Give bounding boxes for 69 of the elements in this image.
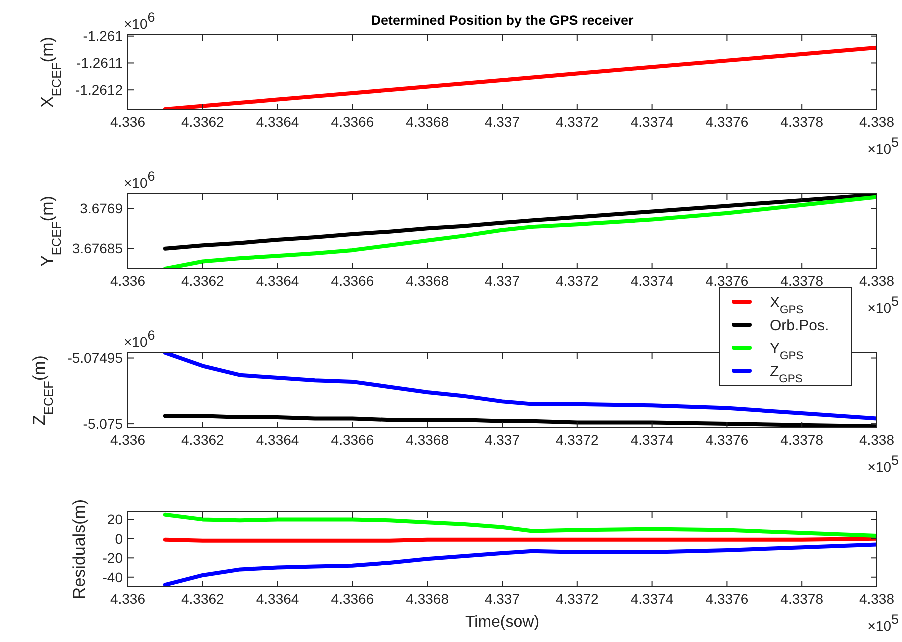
x-tick-label: 4.338	[859, 114, 895, 130]
legend-label: Orb.Pos.	[770, 317, 830, 334]
y-tick-label: 20	[107, 512, 124, 528]
y-axis-title: Residuals(m)	[70, 499, 89, 600]
y-tick-label: -40	[102, 569, 124, 586]
x-tick-label: 4.3378	[780, 591, 824, 607]
x-tick-label: 4.338	[859, 591, 895, 607]
x-tick-label: 4.337	[484, 273, 520, 289]
x-tick-label: 4.3366	[331, 273, 374, 289]
legend-label: X$_{GPS}$	[770, 294, 804, 316]
x-tick-label: 4.3368	[406, 591, 450, 607]
x-tick-label: 4.3374	[630, 591, 674, 607]
x-tick-label: 4.336	[110, 273, 146, 289]
x-tick-label: 4.336	[110, 591, 146, 607]
line-series	[163, 512, 877, 538]
x-tick-label: 4.3366	[331, 114, 374, 130]
x-tick-label: 4.3376	[706, 273, 749, 289]
legend-label: Y$_{GPS}$	[770, 340, 804, 362]
x-tick-label: 4.3368	[406, 273, 450, 289]
x-tick-label: 4.3362	[181, 591, 225, 607]
x-tick-label: 4.3372	[556, 114, 600, 130]
y-tick-label: -1.2612	[76, 82, 124, 98]
y-tick-label: 3.6769	[80, 200, 124, 216]
x-tick-label: 4.3364	[256, 591, 300, 607]
x-tick-label: 4.3372	[556, 432, 600, 448]
x-tick-label: 4.3376	[706, 591, 749, 607]
x-tick-label: 4.3364	[256, 114, 300, 130]
x-tick-label: 4.3378	[780, 273, 824, 289]
x-tick-label: 4.337	[484, 591, 520, 607]
x-tick-label: 4.3376	[706, 432, 749, 448]
y-tick-label: -5.07495	[68, 350, 124, 366]
x-tick-label: 4.3374	[630, 114, 674, 130]
line-series	[163, 46, 877, 110]
x-tick-label: 4.3376	[706, 114, 749, 130]
x-tick-label: 4.3378	[780, 432, 824, 448]
x-tick-label: 4.3374	[630, 273, 674, 289]
x-tick-label: 4.336	[110, 114, 146, 130]
y-tick-label: 3.67685	[72, 240, 124, 257]
x-tick-label: 4.3372	[556, 591, 600, 607]
x-tick-label: 4.3362	[181, 273, 225, 289]
line-series	[163, 353, 877, 421]
x-tick-label: 4.338	[859, 432, 895, 448]
x-tick-label: 4.3364	[256, 432, 300, 448]
line-series	[163, 542, 877, 587]
legend-label: Z$_{GPS}$	[770, 363, 803, 386]
y-tick-label: -20	[102, 550, 124, 566]
x-tick-label: 4.3374	[630, 432, 674, 448]
x-tick-label: 4.3362	[181, 114, 225, 130]
x-tick-label: 4.338	[859, 273, 895, 289]
x-tick-label: 4.336	[110, 432, 146, 448]
x-tick-label: 4.3366	[331, 591, 374, 607]
x-tick-label: 4.3366	[331, 432, 374, 448]
line-series	[163, 414, 877, 428]
y-tick-label: 0	[115, 530, 124, 547]
x-tick-label: 4.3362	[181, 432, 225, 448]
x-tick-label: 4.337	[484, 432, 520, 448]
x-axis-title: Time(sow)	[465, 614, 540, 631]
line-series	[163, 194, 877, 251]
line-series	[163, 195, 877, 269]
x-tick-label: 4.3364	[256, 273, 300, 289]
x-tick-label: 4.3368	[406, 432, 450, 448]
chart-title: Determined Position by the GPS receiver	[371, 13, 635, 28]
x-tick-label: 4.337	[484, 114, 520, 130]
y-tick-label: -5.075	[83, 416, 124, 432]
x-tick-label: 4.3378	[780, 114, 824, 130]
x-tick-label: 4.3368	[406, 114, 450, 130]
x-tick-label: 4.3372	[556, 273, 600, 289]
y-tick-label: -1.261	[83, 28, 124, 44]
y-tick-label: -1.2611	[76, 55, 124, 72]
